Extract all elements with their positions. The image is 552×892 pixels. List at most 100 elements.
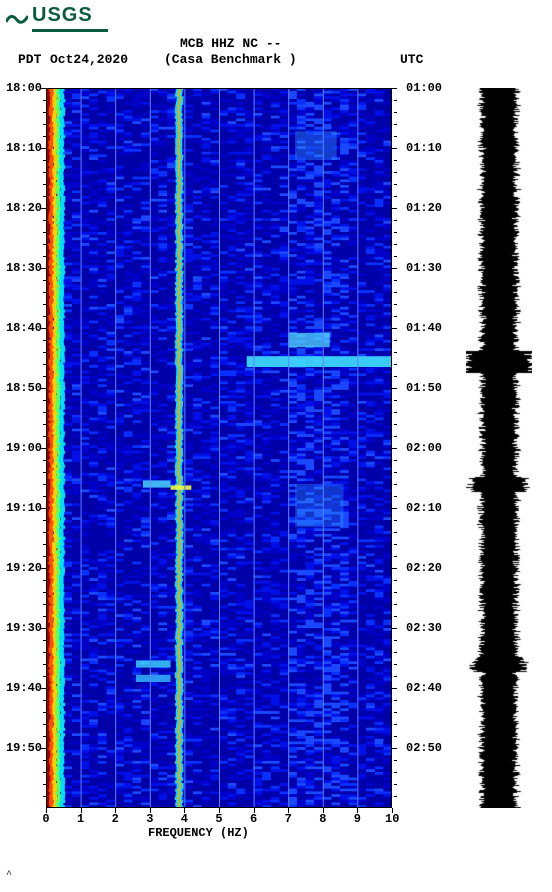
yaxis-left-tick xyxy=(41,568,46,569)
yaxis-left-minor-tick xyxy=(43,172,46,173)
yaxis-left-minor-tick xyxy=(43,676,46,677)
yaxis-right-minor-tick xyxy=(394,640,397,641)
yaxis-left-minor-tick xyxy=(43,424,46,425)
yaxis-right-minor-tick xyxy=(394,604,397,605)
yaxis-left-minor-tick xyxy=(43,640,46,641)
yaxis-left-label: 19:00 xyxy=(2,441,42,455)
usgs-underline xyxy=(32,29,108,32)
yaxis-left-minor-tick xyxy=(43,352,46,353)
yaxis-right-minor-tick xyxy=(394,340,397,341)
yaxis-left-minor-tick xyxy=(43,784,46,785)
xaxis-tick xyxy=(81,808,82,813)
yaxis-right-tick xyxy=(392,628,397,629)
yaxis-left-minor-tick xyxy=(43,220,46,221)
yaxis-left-minor-tick xyxy=(43,604,46,605)
yaxis-left-minor-tick xyxy=(43,496,46,497)
yaxis-right-minor-tick xyxy=(394,592,397,593)
yaxis-right-minor-tick xyxy=(394,772,397,773)
footer-mark: ^ xyxy=(6,870,12,881)
timezone-left: PDT xyxy=(18,52,41,67)
yaxis-right-minor-tick xyxy=(394,112,397,113)
yaxis-left-minor-tick xyxy=(43,700,46,701)
yaxis-left-minor-tick xyxy=(43,244,46,245)
yaxis-right-minor-tick xyxy=(394,376,397,377)
yaxis-right-tick xyxy=(392,148,397,149)
yaxis-right-minor-tick xyxy=(394,412,397,413)
yaxis-left-minor-tick xyxy=(43,412,46,413)
yaxis-left-tick xyxy=(41,748,46,749)
xaxis-tick xyxy=(323,808,324,813)
xaxis-tick xyxy=(115,808,116,813)
yaxis-right-minor-tick xyxy=(394,292,397,293)
yaxis-right-minor-tick xyxy=(394,664,397,665)
yaxis-left-label: 19:20 xyxy=(2,561,42,575)
yaxis-right-minor-tick xyxy=(394,172,397,173)
xaxis-label: 9 xyxy=(350,812,364,826)
yaxis-right-minor-tick xyxy=(394,364,397,365)
yaxis-right-minor-tick xyxy=(394,304,397,305)
yaxis-right-minor-tick xyxy=(394,652,397,653)
xaxis-tick xyxy=(150,808,151,813)
yaxis-right-label: 02:50 xyxy=(406,741,446,755)
timezone-right: UTC xyxy=(400,52,423,67)
yaxis-right-minor-tick xyxy=(394,544,397,545)
yaxis-right-minor-tick xyxy=(394,256,397,257)
yaxis-right-minor-tick xyxy=(394,460,397,461)
yaxis-left-minor-tick xyxy=(43,436,46,437)
yaxis-left-tick xyxy=(41,268,46,269)
station-subtitle: (Casa Benchmark ) xyxy=(164,52,297,67)
yaxis-right-minor-tick xyxy=(394,532,397,533)
yaxis-left-minor-tick xyxy=(43,652,46,653)
yaxis-right-minor-tick xyxy=(394,184,397,185)
usgs-wave-icon xyxy=(6,10,28,26)
yaxis-right-tick xyxy=(392,388,397,389)
yaxis-left-minor-tick xyxy=(43,760,46,761)
yaxis-left-label: 19:30 xyxy=(2,621,42,635)
yaxis-right-minor-tick xyxy=(394,220,397,221)
yaxis-left-label: 18:10 xyxy=(2,141,42,155)
xaxis-label: 4 xyxy=(177,812,191,826)
yaxis-right-minor-tick xyxy=(394,160,397,161)
yaxis-right-minor-tick xyxy=(394,436,397,437)
xaxis-label: 3 xyxy=(143,812,157,826)
yaxis-left-tick xyxy=(41,508,46,509)
yaxis-left-minor-tick xyxy=(43,556,46,557)
yaxis-left-minor-tick xyxy=(43,280,46,281)
yaxis-left-minor-tick xyxy=(43,256,46,257)
yaxis-right-label: 02:20 xyxy=(406,561,446,575)
xaxis-tick xyxy=(357,808,358,813)
usgs-text: USGS xyxy=(32,4,93,26)
yaxis-left-minor-tick xyxy=(43,196,46,197)
yaxis-right-label: 02:40 xyxy=(406,681,446,695)
yaxis-left-minor-tick xyxy=(43,184,46,185)
yaxis-right-minor-tick xyxy=(394,136,397,137)
yaxis-left-minor-tick xyxy=(43,292,46,293)
yaxis-right-minor-tick xyxy=(394,472,397,473)
yaxis-left-tick xyxy=(41,208,46,209)
waveform-panel xyxy=(466,88,532,808)
yaxis-left-minor-tick xyxy=(43,664,46,665)
yaxis-right-tick xyxy=(392,748,397,749)
yaxis-right-tick xyxy=(392,88,397,89)
yaxis-right-label: 02:10 xyxy=(406,501,446,515)
yaxis-right-minor-tick xyxy=(394,484,397,485)
yaxis-right-tick xyxy=(392,208,397,209)
yaxis-right-tick xyxy=(392,688,397,689)
yaxis-right-minor-tick xyxy=(394,124,397,125)
usgs-logo: USGS xyxy=(6,4,108,32)
yaxis-left-minor-tick xyxy=(43,100,46,101)
yaxis-right-minor-tick xyxy=(394,580,397,581)
yaxis-left-minor-tick xyxy=(43,736,46,737)
yaxis-right-minor-tick xyxy=(394,700,397,701)
xaxis-label: 2 xyxy=(108,812,122,826)
yaxis-left-minor-tick xyxy=(43,136,46,137)
xaxis-label: 7 xyxy=(281,812,295,826)
yaxis-left-minor-tick xyxy=(43,484,46,485)
yaxis-left-label: 19:10 xyxy=(2,501,42,515)
yaxis-left-minor-tick xyxy=(43,160,46,161)
header-date: Oct24,2020 xyxy=(50,52,128,67)
yaxis-left-minor-tick xyxy=(43,712,46,713)
spectrogram xyxy=(46,88,392,808)
yaxis-left-label: 18:40 xyxy=(2,321,42,335)
yaxis-right-label: 01:20 xyxy=(406,201,446,215)
